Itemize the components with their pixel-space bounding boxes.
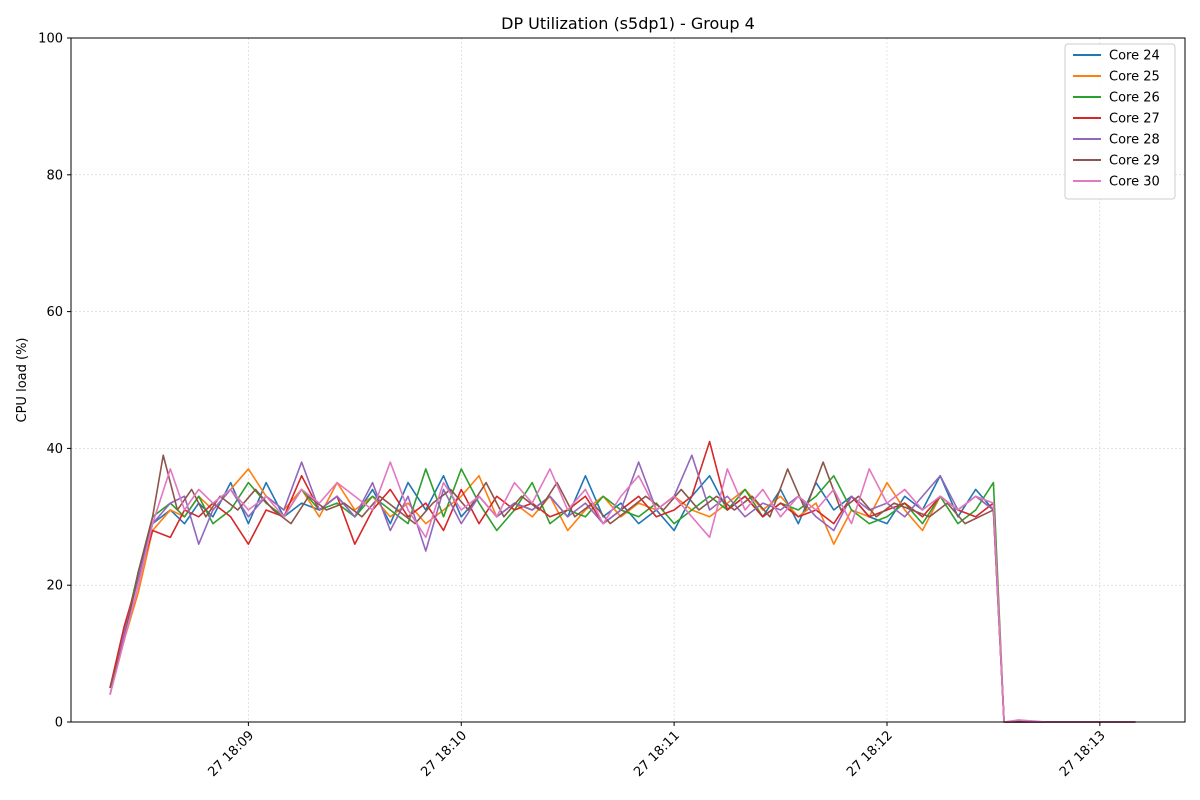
y-tick-label: 20 bbox=[46, 579, 63, 594]
legend: Core 24 Core 25 Core 26 Core 27 Core 28 Core … bbox=[1064, 43, 1176, 200]
y-tick-label: 40 bbox=[46, 442, 63, 457]
chart-title: DP Utilization (s5dp1) - Group 4 bbox=[501, 14, 755, 33]
series-lines bbox=[109, 440, 1136, 723]
legend-label: Core 27 bbox=[1109, 112, 1160, 127]
y-axis-label: CPU load (%) bbox=[15, 338, 30, 423]
legend-label: Core 25 bbox=[1109, 70, 1160, 85]
legend-label: Core 26 bbox=[1109, 91, 1160, 106]
series-line-core-25 bbox=[109, 468, 1136, 723]
y-tick-label: 100 bbox=[38, 32, 63, 47]
plot-frame bbox=[70, 37, 1186, 723]
y-tick-label: 60 bbox=[46, 305, 63, 320]
legend-label: Core 29 bbox=[1109, 154, 1160, 169]
series-line-core-26 bbox=[109, 468, 1136, 723]
y-tick-label: 0 bbox=[55, 716, 63, 731]
legend-label: Core 24 bbox=[1109, 49, 1160, 64]
series-line-core-29 bbox=[109, 454, 1136, 723]
legend-label: Core 30 bbox=[1109, 175, 1160, 190]
y-tick-label: 80 bbox=[46, 168, 63, 183]
legend-label: Core 28 bbox=[1109, 133, 1160, 148]
series-line-core-30 bbox=[109, 461, 1136, 723]
